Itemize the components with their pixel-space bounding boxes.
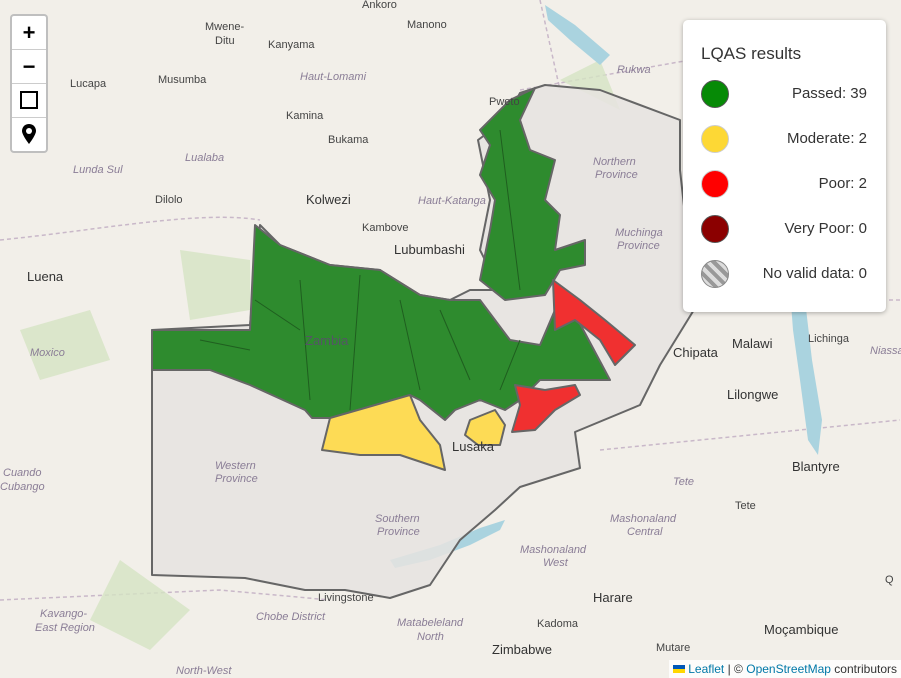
legend-label: Poor: 2 [818,175,867,192]
place-label: Lilongwe [727,387,778,402]
country-label: Malawi [732,336,773,351]
region-label: Lualaba [185,152,224,164]
district-poor [511,384,581,433]
region-label: Moxico [30,347,65,359]
country-label: Zambia [305,333,349,348]
region-label: Tete [673,476,694,488]
region-label: Haut-Lomami [300,71,367,83]
region-label: Lunda Sul [73,164,123,176]
legend-title: LQAS results [701,44,802,63]
region-label: North-West [176,665,232,677]
zoom-in-button[interactable]: + [12,16,46,50]
place-label: Chipata [673,345,719,360]
place-label: Lubumbashi [394,242,465,257]
region-label: Province [617,240,660,252]
region-label: East Region [35,622,95,634]
swatch [701,80,729,108]
osm-link[interactable]: OpenStreetMap [746,662,831,676]
region-label: Central [627,526,663,538]
place-label: Pweto [489,96,520,108]
attribution: Leaflet | © OpenStreetMap contributors [668,660,901,678]
legend-label: No valid data: 0 [762,265,867,282]
district-poor [552,279,636,366]
legend-item: Passed: 39 [701,80,867,108]
region-label: Mashonaland [520,544,587,556]
place-label: Q [885,574,894,586]
swatch [701,260,729,288]
place-label: Kadoma [537,618,579,630]
place-label: Kamina [286,110,324,122]
regions [151,84,701,599]
place-label: Ankoro [362,0,397,11]
map-controls: + − [10,14,48,153]
separator: | © [727,662,743,676]
place-label: Blantyre [792,459,840,474]
legend-label: Passed: 39 [791,85,867,102]
legend-label: Very Poor: 0 [784,220,867,237]
region-label: Haut-Katanga [418,195,486,207]
region-label: Mashonaland [610,513,677,525]
legend: LQAS results Passed: 39 Moderate: 2 Poor… [683,20,886,312]
district-passed [479,87,586,301]
place-label: Kolwezi [306,192,351,207]
region-label: Province [595,169,638,181]
place-label: Mwene- [205,21,244,33]
region-label: North [417,631,444,643]
country-label: Zimbabwe [492,642,552,657]
region-label: Southern [375,513,420,525]
legend-item: Poor: 2 [701,170,867,198]
region-label: Rukwa [617,64,651,76]
marker-icon [22,124,36,144]
draw-rectangle-button[interactable] [12,84,46,118]
region-label: Western [215,460,256,472]
zoom-out-button[interactable]: − [12,50,46,84]
region-label: West [543,557,569,569]
region-label: Northern [593,156,636,168]
legend-label: Moderate: 2 [786,130,867,147]
region-label: Cubango [0,481,45,493]
region-label: Province [377,526,420,538]
region-label: Niassa [870,345,901,357]
place-label: Bukama [328,134,369,146]
place-label: Manono [407,19,447,31]
draw-marker-button[interactable] [12,118,46,151]
swatch [701,215,729,243]
place-label: Tete [735,500,756,512]
leaflet-link[interactable]: Leaflet [688,662,725,676]
place-label: Lucapa [70,78,107,90]
country-label: Moçambique [764,622,838,637]
region-label: Matabeleland [397,617,464,629]
district-passed [151,224,611,421]
region-label: Chobe District [256,611,326,623]
place-label: Kanyama [268,39,315,51]
region-label: Province [215,473,258,485]
place-label: Dilolo [155,194,183,206]
place-label: Musumba [158,74,207,86]
place-label: Luena [27,269,64,284]
district-moderate [321,394,446,471]
place-label: Lichinga [808,333,850,345]
place-label: Kambove [362,222,408,234]
region-label: Cuando [3,467,42,479]
place-label: Harare [593,590,633,605]
legend-item: Very Poor: 0 [701,215,867,243]
rectangle-icon [20,91,38,109]
place-label: Livingstone [318,592,374,604]
place-label: Lusaka [452,439,495,454]
place-label: Mutare [656,642,690,654]
region-label: Kavango- [40,608,87,620]
legend-item: Moderate: 2 [701,125,867,153]
swatch [701,170,729,198]
legend-item: No valid data: 0 [701,260,867,288]
place-label: Ditu [215,35,235,47]
swatch [701,125,729,153]
region-label: Muchinga [615,227,663,239]
district-moderate [464,409,506,446]
attribution-text: contributors [834,662,897,676]
